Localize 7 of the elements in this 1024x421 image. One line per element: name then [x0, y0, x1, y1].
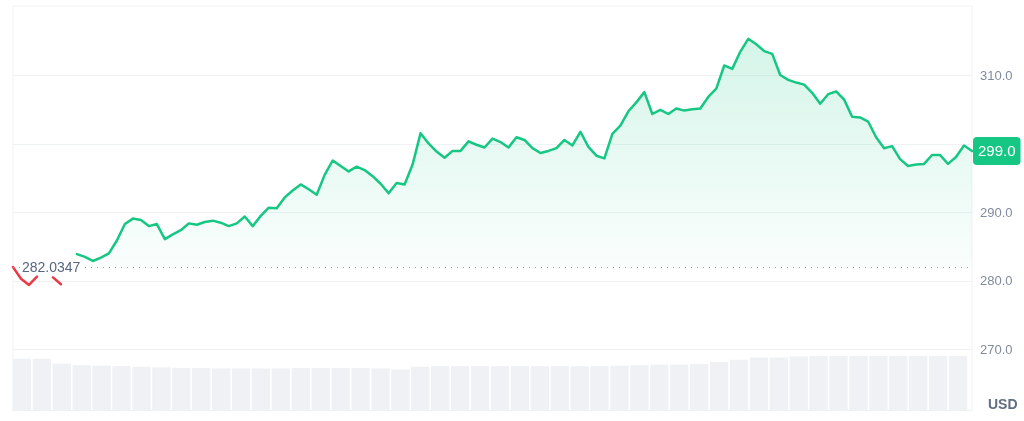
y-tick-label: 290.0	[980, 204, 1013, 220]
y-tick-label: 280.0	[980, 273, 1013, 289]
ref-line-label: 282.0347	[22, 258, 81, 275]
data-label: 299.0	[978, 142, 1016, 160]
y-axis-title: USD	[988, 396, 1018, 412]
y-tick-label: 310.0	[980, 68, 1013, 84]
y-tick-label: 270.0	[980, 341, 1013, 357]
